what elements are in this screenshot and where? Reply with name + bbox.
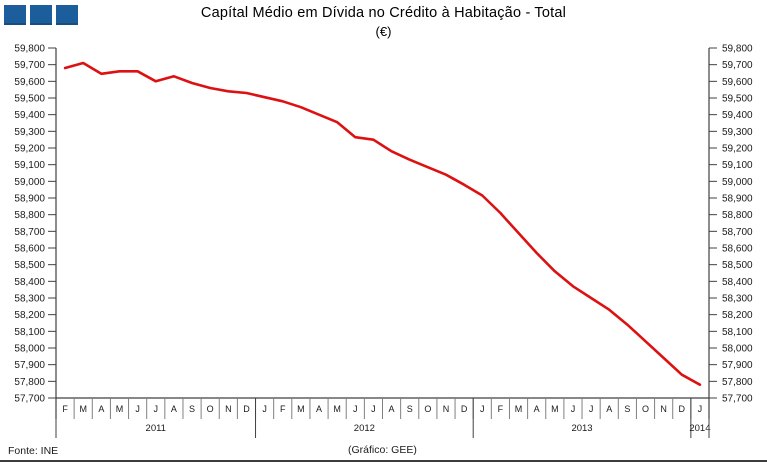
year-label: 2014 [689, 423, 710, 434]
month-label: A [316, 404, 322, 414]
month-label: M [515, 404, 523, 414]
y-tick-label-right: 59,300 [722, 127, 753, 138]
month-label: A [171, 404, 177, 414]
data-line [63, 61, 702, 387]
y-tick-label-right: 58,400 [722, 277, 753, 288]
y-tick-label-right: 58,200 [722, 310, 753, 321]
y-tick-label-right: 59,100 [722, 160, 753, 171]
month-label: M [333, 404, 341, 414]
y-tick-label-right: 57,900 [722, 360, 753, 371]
y-tick-label-right: 59,700 [722, 60, 753, 71]
y-tick-label-left: 59,100 [14, 160, 45, 171]
month-label: F [280, 404, 286, 414]
year-label: 2013 [571, 423, 592, 434]
month-label: D [461, 404, 468, 414]
y-tick-label-right: 59,500 [722, 94, 753, 105]
y-tick-label-left: 58,200 [14, 310, 45, 321]
month-label: M [116, 404, 124, 414]
y-tick-label-right: 58,300 [722, 294, 753, 305]
y-tick-label-right: 59,200 [722, 144, 753, 155]
y-tick-label-right: 59,600 [722, 77, 753, 88]
logo-square [4, 5, 26, 25]
logo-square [30, 5, 52, 25]
month-label: A [606, 404, 612, 414]
month-label: A [389, 404, 395, 414]
y-tick-label-left: 57,800 [14, 377, 45, 388]
y-tick-label-left: 57,700 [14, 394, 45, 405]
chart-title: Capítal Médio em Dívida no Crédito à Hab… [200, 5, 567, 21]
month-label: M [79, 404, 87, 414]
y-tick-label-left: 58,600 [14, 244, 45, 255]
year-label: 2011 [146, 423, 166, 434]
gee-logo [4, 5, 78, 25]
month-label: J [480, 404, 485, 414]
month-label: S [189, 404, 195, 414]
month-label: D [679, 404, 686, 414]
month-label: J [262, 404, 267, 414]
y-tick-label-right: 57,700 [722, 394, 753, 405]
footer-source: Fonte: INE [8, 445, 59, 457]
month-label: S [407, 404, 413, 414]
y-tick-label-right: 58,100 [722, 327, 753, 338]
y-tick-label-left: 59,400 [14, 110, 45, 121]
y-tick-label-right: 58,600 [722, 244, 753, 255]
month-label: J [154, 404, 159, 414]
month-label: O [642, 404, 649, 414]
y-tick-label-right: 59,400 [722, 110, 753, 121]
y-tick-label-left: 59,300 [14, 127, 45, 138]
y-tick-label-left: 58,800 [14, 210, 45, 221]
month-label: F [498, 404, 504, 414]
y-tick-label-left: 59,200 [14, 144, 45, 155]
month-label: N [660, 404, 667, 414]
y-tick-label-left: 58,400 [14, 277, 45, 288]
month-label: J [571, 404, 576, 414]
month-label: J [371, 404, 376, 414]
y-tick-label-left: 59,800 [14, 44, 45, 55]
month-label: J [353, 404, 358, 414]
chart-subtitle: (€) [375, 24, 392, 39]
year-label: 2012 [354, 423, 375, 434]
month-label: N [443, 404, 450, 414]
y-tick-label-left: 57,900 [14, 360, 45, 371]
y-tick-label-right: 58,900 [722, 194, 753, 205]
y-tick-label-left: 59,000 [14, 177, 45, 188]
y-tick-label-right: 59,000 [722, 177, 753, 188]
y-tick-label-right: 59,800 [722, 44, 753, 55]
month-label: D [243, 404, 250, 414]
y-tick-label-right: 58,700 [722, 227, 753, 238]
bottom-rule [0, 460, 767, 462]
month-label: O [207, 404, 214, 414]
y-tick-label-right: 58,800 [722, 210, 753, 221]
y-tick-label-left: 58,000 [14, 344, 45, 355]
month-label: J [589, 404, 594, 414]
y-tick-label-left: 58,300 [14, 294, 45, 305]
top-clipped-text: Capítal Médio em Dívida no Crédito à Hab… [0, 0, 767, 4]
month-label: M [551, 404, 559, 414]
month-label: F [62, 404, 68, 414]
month-label: N [225, 404, 232, 414]
y-tick-label-left: 58,700 [14, 227, 45, 238]
logo-square [56, 5, 78, 25]
month-label: A [534, 404, 540, 414]
y-tick-label-left: 58,500 [14, 260, 45, 271]
footer-credit: (Gráfico: GEE) [348, 444, 417, 456]
y-tick-label-left: 58,900 [14, 194, 45, 205]
month-label: M [297, 404, 305, 414]
month-label: J [135, 404, 140, 414]
y-tick-label-right: 57,800 [722, 377, 753, 388]
y-tick-label-right: 58,500 [722, 260, 753, 271]
y-tick-label-left: 59,500 [14, 94, 45, 105]
month-label: O [424, 404, 431, 414]
month-label: J [698, 404, 703, 414]
y-tick-label-left: 59,700 [14, 60, 45, 71]
y-tick-label-left: 59,600 [14, 77, 45, 88]
month-label: S [624, 404, 630, 414]
y-tick-label-right: 58,000 [722, 344, 753, 355]
y-tick-label-left: 58,100 [14, 327, 45, 338]
month-label: A [98, 404, 104, 414]
